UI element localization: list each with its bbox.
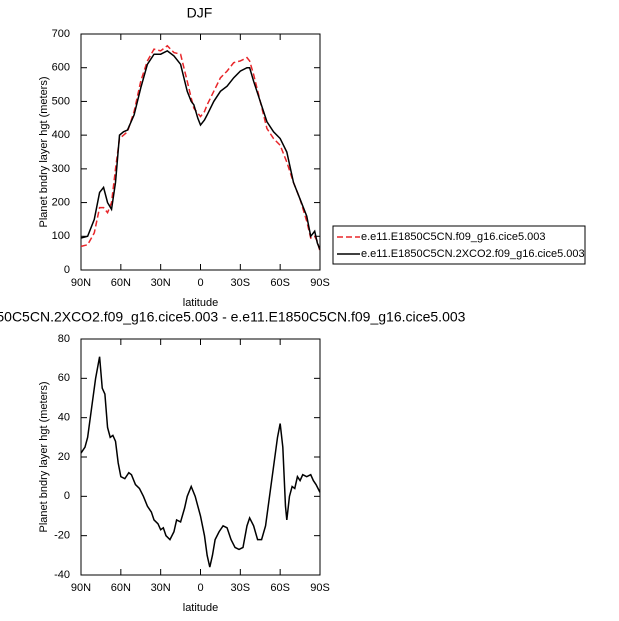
y-tick-label: 400 xyxy=(52,129,70,141)
y-tick-label: 100 xyxy=(52,230,70,242)
y-tick-label: 0 xyxy=(64,490,70,502)
y-tick-label: 500 xyxy=(52,95,70,107)
y-tick-label: 300 xyxy=(52,163,70,175)
x-tick-label: 30N xyxy=(151,277,171,289)
x-tick-label: 60N xyxy=(111,277,131,289)
y-tick-label: 80 xyxy=(58,333,70,345)
x-tick-label: 60S xyxy=(270,582,290,594)
y-tick-label: -40 xyxy=(54,569,70,581)
x-tick-label: 90N xyxy=(71,582,91,594)
x-tick-label: 60N xyxy=(111,582,131,594)
chart-title: e.e11.E1850C5CN.2XCO2.f09_g16.cice5.003 … xyxy=(0,309,466,325)
y-tick-label: 60 xyxy=(58,372,70,384)
legend-label: e.e11.E1850C5CN.2XCO2.f09_g16.cice5.003 xyxy=(361,248,585,260)
y-tick-label: -20 xyxy=(54,530,70,542)
y-tick-label: 20 xyxy=(58,451,70,463)
y-tick-label: 200 xyxy=(52,196,70,208)
x-tick-label: 90N xyxy=(71,277,91,289)
x-tick-label: 60S xyxy=(270,277,290,289)
x-tick-label: 90S xyxy=(310,582,330,594)
plot-frame xyxy=(80,33,321,271)
x-tick-label: 30S xyxy=(231,582,251,594)
y-axis-label: Planet bndry layer hgt (meters) xyxy=(38,76,50,227)
y-tick-label: 700 xyxy=(52,28,70,40)
x-axis-label: latitude xyxy=(183,602,218,614)
x-axis-label: latitude xyxy=(183,297,218,309)
y-tick-label: 40 xyxy=(58,412,70,424)
data-line xyxy=(80,49,321,251)
legend-label: e.e11.E1850C5CN.f09_g16.cice5.003 xyxy=(361,231,546,243)
data-line xyxy=(80,356,321,568)
x-tick-label: 0 xyxy=(197,582,203,594)
legend-box xyxy=(332,225,586,265)
x-tick-label: 0 xyxy=(197,277,203,289)
y-tick-label: 600 xyxy=(52,62,70,74)
data-line xyxy=(80,44,321,252)
x-tick-label: 90S xyxy=(310,277,330,289)
y-axis-label: Planet bndry layer hgt (meters) xyxy=(38,381,50,532)
x-tick-label: 30S xyxy=(231,277,251,289)
x-tick-label: 30N xyxy=(151,582,171,594)
chart-title: DJF xyxy=(187,5,213,21)
y-tick-label: 0 xyxy=(64,264,70,276)
